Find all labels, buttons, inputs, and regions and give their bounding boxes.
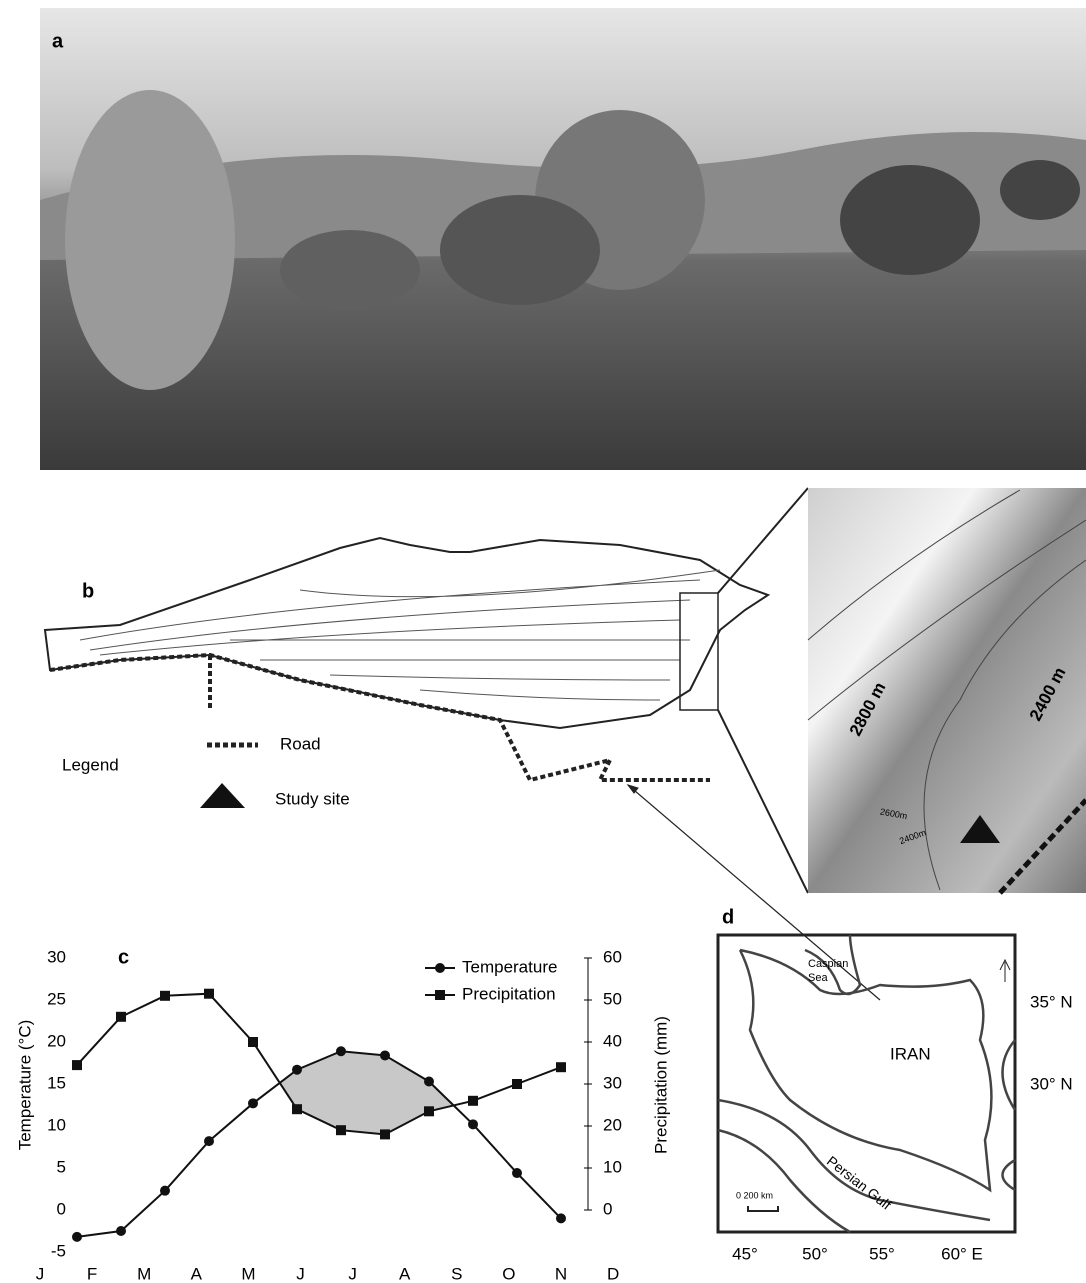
x-tick-label: S bbox=[451, 1264, 462, 1283]
point bbox=[468, 1096, 478, 1106]
legend-marker bbox=[435, 990, 445, 1000]
point bbox=[380, 1050, 390, 1060]
panel-label: a bbox=[52, 30, 64, 52]
photo bbox=[40, 8, 1086, 470]
x-tick-label: F bbox=[87, 1264, 97, 1283]
x-tick-label: A bbox=[191, 1264, 203, 1283]
point bbox=[116, 1012, 126, 1022]
figure: a b Legend Road Study site 2800 m 2400 m… bbox=[0, 0, 1086, 1283]
y-axis-label: Temperature (°C) bbox=[15, 1020, 34, 1151]
point bbox=[204, 989, 214, 999]
x-tick-label: 50° bbox=[802, 1244, 828, 1263]
y-tick-label: 5 bbox=[57, 1157, 66, 1176]
y-tick-label: 25 bbox=[47, 989, 66, 1008]
x-tick-label: J bbox=[36, 1264, 45, 1283]
y-tick-label: 10 bbox=[47, 1115, 66, 1134]
study-area-map bbox=[45, 488, 880, 1000]
legend-label: Temperature bbox=[462, 957, 557, 976]
y2-tick-label: 0 bbox=[603, 1199, 612, 1218]
y2-axis-label: Precipitation (mm) bbox=[651, 1016, 670, 1154]
point bbox=[336, 1046, 346, 1056]
scale-label: 0 200 km bbox=[736, 1190, 773, 1200]
y-tick-label: 0 bbox=[57, 1199, 66, 1218]
x-tick-label: M bbox=[137, 1264, 151, 1283]
x-tick-label: O bbox=[502, 1264, 515, 1283]
x-tick-label: N bbox=[555, 1264, 567, 1283]
point bbox=[424, 1106, 434, 1116]
y2-tick-label: 30 bbox=[603, 1073, 622, 1092]
point bbox=[160, 1186, 170, 1196]
x-tick-label: D bbox=[607, 1264, 619, 1283]
point bbox=[336, 1125, 346, 1135]
legend-label: Study site bbox=[275, 789, 350, 808]
y2-tick-label: 10 bbox=[603, 1157, 622, 1176]
x-tick-label: M bbox=[241, 1264, 255, 1283]
x-tick-label: J bbox=[348, 1264, 357, 1283]
point bbox=[160, 991, 170, 1001]
point bbox=[512, 1079, 522, 1089]
point bbox=[468, 1119, 478, 1129]
point bbox=[248, 1037, 258, 1047]
point bbox=[116, 1226, 126, 1236]
gulf-label: Persian Gulf bbox=[824, 1153, 895, 1213]
y-tick-label: 20 bbox=[47, 1031, 66, 1050]
y-tick-label: 30° N bbox=[1030, 1074, 1073, 1093]
point bbox=[556, 1062, 566, 1072]
y-tick-label: -5 bbox=[51, 1241, 66, 1260]
y2-tick-label: 60 bbox=[603, 947, 622, 966]
point bbox=[424, 1076, 434, 1086]
y-tick-label: 35° N bbox=[1030, 992, 1073, 1011]
point bbox=[204, 1136, 214, 1146]
point bbox=[512, 1168, 522, 1178]
x-tick-label: A bbox=[399, 1264, 411, 1283]
point bbox=[72, 1060, 82, 1070]
x-tick-label: 45° bbox=[732, 1244, 758, 1263]
climate-chart: -5 0 5 10 15 20 25 30 0 10 20 30 40 50 60 J F M A M J J A S O N D T… bbox=[15, 947, 670, 1283]
legend-marker bbox=[435, 963, 445, 973]
y-tick-label: 15 bbox=[47, 1073, 66, 1092]
shaded-area bbox=[280, 1051, 454, 1134]
scale-bar bbox=[748, 1206, 778, 1211]
country-label: IRAN bbox=[890, 1044, 931, 1063]
point bbox=[248, 1098, 258, 1108]
panel-label: c bbox=[118, 946, 129, 968]
x-tick-label: 55° bbox=[869, 1244, 895, 1263]
y2-tick-label: 50 bbox=[603, 989, 622, 1008]
site-symbol bbox=[200, 783, 245, 808]
point bbox=[380, 1129, 390, 1139]
north-arrow bbox=[1000, 960, 1010, 982]
x-tick-label: J bbox=[296, 1264, 305, 1283]
y2-tick-label: 20 bbox=[603, 1115, 622, 1134]
sea-label: Caspian bbox=[808, 958, 848, 970]
x-tick-label: 60° E bbox=[941, 1244, 983, 1263]
y2-tick-label: 40 bbox=[603, 1031, 622, 1050]
point bbox=[72, 1232, 82, 1242]
legend-title: Legend bbox=[62, 755, 119, 774]
point bbox=[556, 1213, 566, 1223]
panel-label: b bbox=[82, 580, 94, 602]
panel-label: d bbox=[722, 906, 734, 928]
point bbox=[292, 1104, 302, 1114]
point bbox=[292, 1065, 302, 1075]
legend-label: Precipitation bbox=[462, 984, 556, 1003]
sea-label: Sea bbox=[808, 972, 828, 984]
legend-label: Road bbox=[280, 734, 321, 753]
y-tick-label: 30 bbox=[47, 947, 66, 966]
